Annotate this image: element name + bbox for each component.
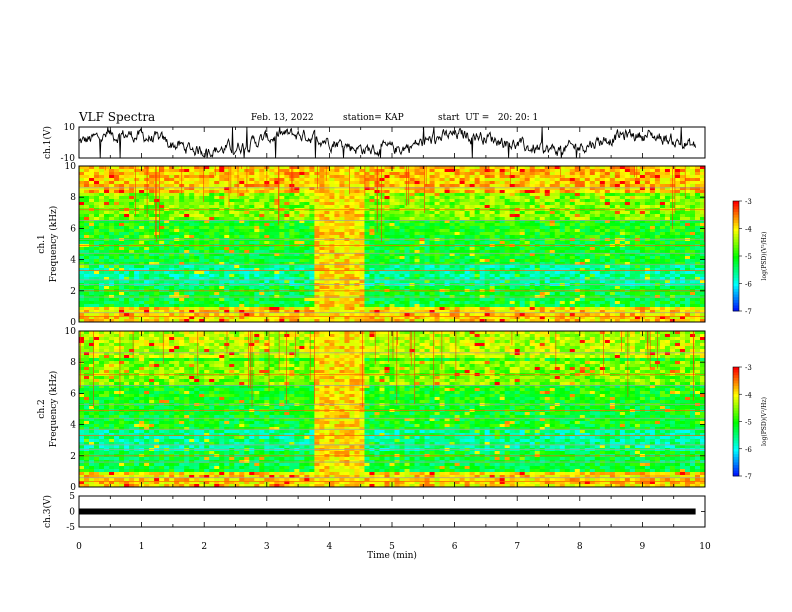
date-label: Feb. 13, 2022	[251, 113, 314, 123]
start-time-label: start UT = 20: 20: 1	[438, 113, 539, 123]
y-axis-label: ch.1(V)	[42, 126, 53, 159]
colorbar-tick-label: -4	[745, 391, 752, 399]
y-tick-label: 10	[65, 162, 77, 172]
x-tick-label: 1	[139, 542, 145, 552]
colorbar-tick-label: -7	[745, 308, 752, 316]
colorbar-tick-label: -6	[745, 446, 752, 454]
spectrogram-ch1	[79, 166, 706, 323]
x-tick-label: 6	[452, 542, 458, 552]
y-tick-label: 0	[69, 508, 75, 518]
y-tick-label: 2	[70, 452, 76, 462]
colorbar-tick-label: -4	[745, 226, 752, 234]
station-label: station= KAP	[343, 113, 404, 123]
colorbar-tick-label: -3	[745, 364, 752, 372]
x-tick-label: 3	[264, 542, 270, 552]
x-tick-label: 7	[514, 542, 520, 552]
x-tick-label: 0	[76, 542, 82, 552]
colorbar-tick-label: -3	[745, 198, 752, 206]
x-tick-label: 9	[640, 542, 646, 552]
y-tick-label: -5	[66, 523, 75, 533]
x-tick-label: 8	[577, 542, 583, 552]
y-tick-label: 6	[70, 224, 76, 234]
x-tick-label: 5	[389, 542, 395, 552]
y-tick-label: 4	[70, 256, 76, 266]
chart-title: VLF Spectra	[79, 110, 156, 124]
y-tick-label: 8	[70, 193, 76, 203]
y-tick-label: 0	[70, 318, 76, 328]
y-axis-label: ch.3(V)	[42, 495, 53, 528]
y-tick-label: 10	[65, 327, 77, 337]
colorbar	[732, 200, 742, 312]
colorbar	[732, 366, 742, 477]
x-tick-label: 10	[699, 542, 711, 552]
ch3-trace	[79, 508, 696, 515]
colorbar-tick-label: -7	[745, 473, 752, 481]
channel-label: ch.1	[37, 234, 47, 253]
channel-label: ch.2	[37, 399, 47, 418]
x-tick-label: 4	[327, 542, 333, 552]
y-tick-label: 6	[70, 389, 76, 399]
spectrogram-ch2	[79, 331, 706, 488]
y-tick-label: 8	[70, 358, 76, 368]
y-axis-label: Frequency (kHz)	[48, 371, 59, 448]
colorbar-tick-label: -6	[745, 281, 752, 289]
y-tick-label: 10	[64, 123, 76, 133]
y-tick-label: 4	[70, 421, 76, 431]
ch1-trace	[78, 127, 697, 158]
y-tick-label: 2	[70, 287, 76, 297]
x-tick-label: 2	[201, 542, 207, 552]
y-tick-label: -10	[61, 154, 76, 164]
colorbar-tick-label: -5	[745, 253, 752, 261]
y-axis-label: Frequency (kHz)	[48, 206, 59, 283]
colorbar-tick-label: -5	[745, 419, 752, 427]
x-axis-label: Time (min)	[367, 550, 417, 561]
colorbar-label: log(PSD)(V²/Hz)	[761, 232, 768, 281]
y-tick-label: 5	[69, 492, 75, 502]
colorbar-label: log(PSD)(V²/Hz)	[761, 397, 768, 446]
y-tick-label: 0	[70, 483, 76, 493]
